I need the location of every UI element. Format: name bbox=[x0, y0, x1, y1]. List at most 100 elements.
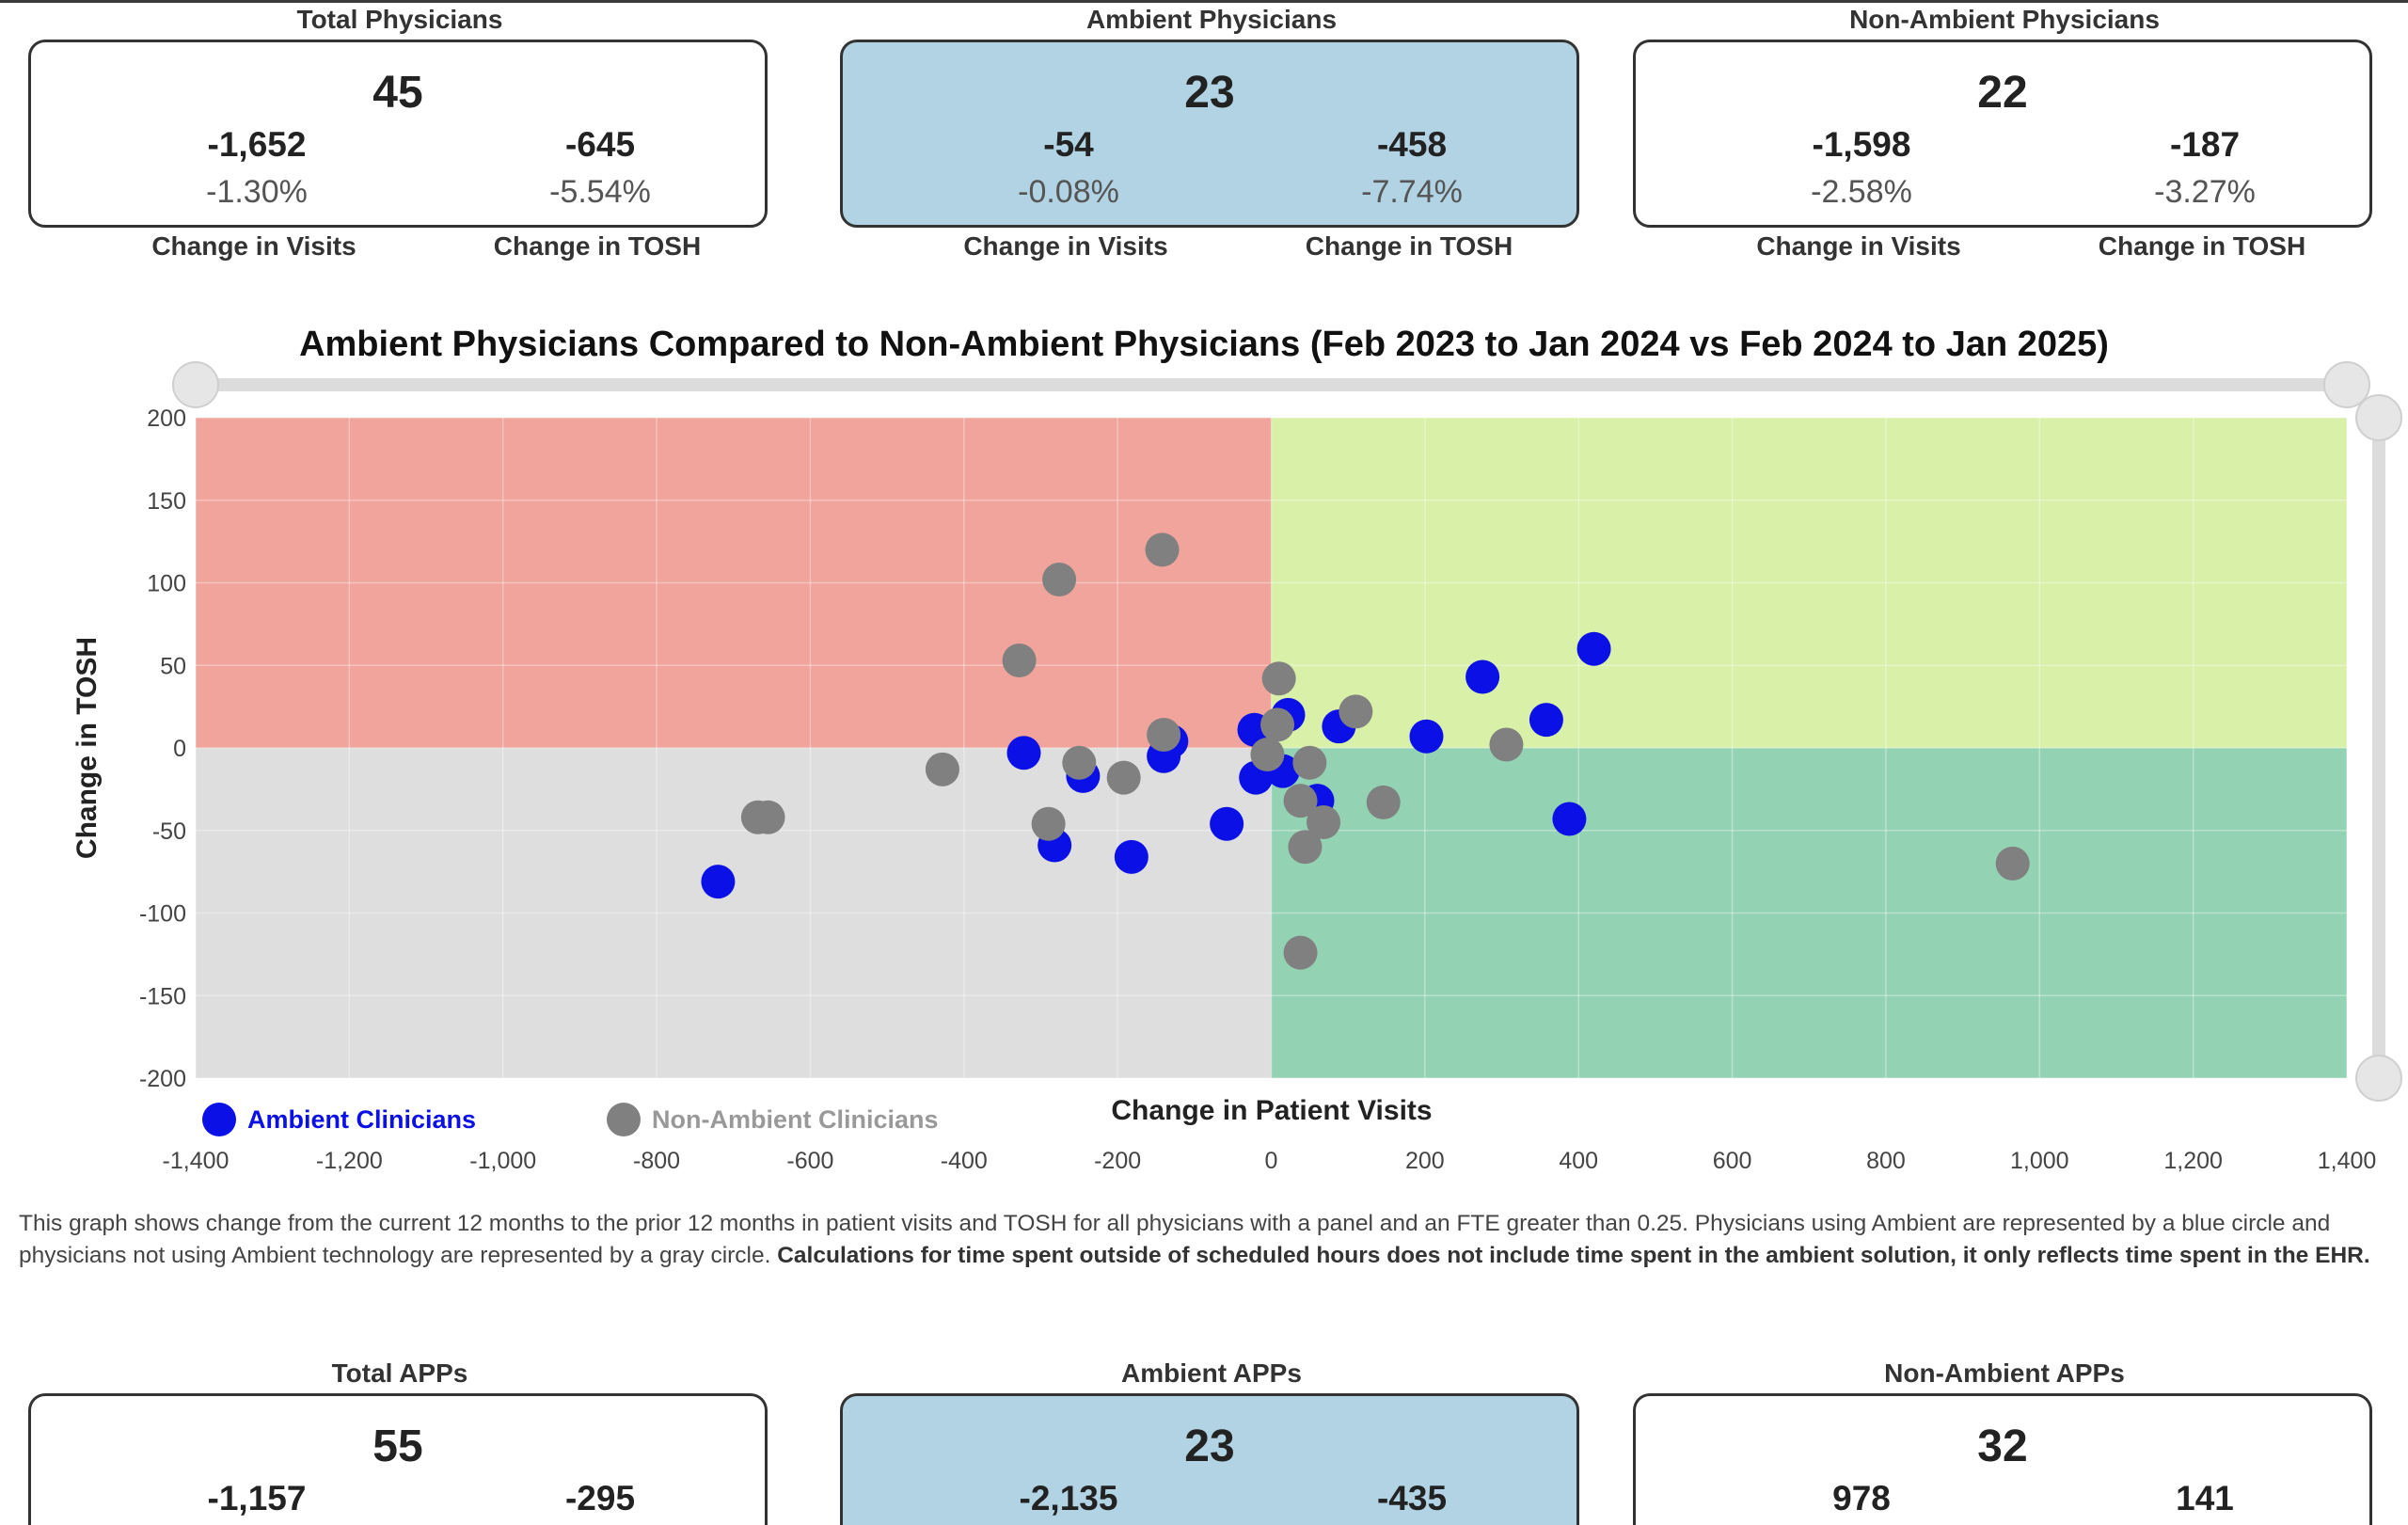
non-ambient-point[interactable] bbox=[1283, 935, 1318, 970]
card-title: Total APPs bbox=[331, 1358, 468, 1388]
card-title: Non-Ambient APPs bbox=[1884, 1358, 2125, 1388]
total-physicians-card: 45 -1,652 -645 -1.30% -5.54% bbox=[28, 40, 768, 228]
ambient-point[interactable] bbox=[1576, 631, 1611, 666]
zoom-handle-right[interactable] bbox=[2323, 361, 2370, 408]
tosh-pct: -7.74% bbox=[1361, 174, 1463, 210]
non-ambient-legend-dot bbox=[607, 1103, 641, 1136]
card-count: 32 bbox=[1977, 1422, 2028, 1471]
non-ambient-point[interactable] bbox=[1145, 532, 1180, 567]
visits-label: Change in Visits bbox=[151, 231, 356, 261]
non-ambient-point[interactable] bbox=[751, 800, 785, 834]
non-ambient-point[interactable] bbox=[1307, 804, 1341, 839]
non-ambient-point[interactable] bbox=[1002, 643, 1037, 677]
horizontal-zoom-track[interactable] bbox=[183, 378, 2356, 391]
ambient-apps-card: 23 -2,135 -435 bbox=[840, 1393, 1579, 1525]
y-tick-label: 100 bbox=[147, 571, 186, 597]
card-count: 55 bbox=[372, 1422, 423, 1471]
ambient-point[interactable] bbox=[1210, 806, 1244, 841]
non-ambient-point[interactable] bbox=[1062, 745, 1097, 780]
visits-pct: -0.08% bbox=[1018, 174, 1119, 210]
non-ambient-point[interactable] bbox=[1042, 562, 1077, 596]
tosh-change: -187 bbox=[2169, 125, 2241, 164]
y-tick-label: 200 bbox=[147, 405, 186, 432]
x-tick-label: 600 bbox=[1713, 1148, 1752, 1174]
y-tick-label: -200 bbox=[139, 1066, 186, 1092]
zoom-handle-bottom[interactable] bbox=[2355, 1055, 2402, 1102]
ambient-point[interactable] bbox=[1114, 839, 1149, 874]
vertical-zoom-track[interactable] bbox=[2372, 418, 2385, 1078]
non-ambient-point[interactable] bbox=[1147, 717, 1181, 752]
non-ambient-point[interactable] bbox=[1260, 707, 1295, 742]
tosh-label: Change in TOSH bbox=[1305, 231, 1513, 261]
chart-title: Ambient Physicians Compared to Non-Ambie… bbox=[299, 325, 2109, 364]
non-ambient-apps-card: 32 978 141 bbox=[1633, 1393, 2372, 1525]
x-tick-label: 1,000 bbox=[2010, 1148, 2069, 1174]
ambient-point[interactable] bbox=[1006, 736, 1041, 770]
tosh-change: -435 bbox=[1376, 1479, 1448, 1517]
x-tick-label: -1,200 bbox=[316, 1148, 383, 1174]
non-ambient-point[interactable] bbox=[1366, 785, 1401, 819]
quadrant-bottom-right bbox=[1271, 748, 2347, 1078]
legend-label-non-ambient: Non-Ambient Clinicians bbox=[652, 1104, 939, 1134]
ambient-point[interactable] bbox=[1409, 719, 1444, 754]
visits-change: -2,135 bbox=[1019, 1479, 1118, 1517]
y-axis-label: Change in TOSH bbox=[71, 637, 103, 859]
non-ambient-point[interactable] bbox=[1031, 806, 1066, 841]
non-ambient-physicians-group: Non-Ambient Physicians 22 -1,598 -187 -2… bbox=[1633, 4, 2376, 265]
x-tick-label: 0 bbox=[1265, 1148, 1278, 1174]
x-tick-label: -200 bbox=[1094, 1148, 1141, 1174]
x-tick-label: 1,400 bbox=[2318, 1148, 2377, 1174]
non-ambient-point[interactable] bbox=[1489, 727, 1524, 762]
ambient-point[interactable] bbox=[1465, 659, 1500, 694]
y-tick-label: 0 bbox=[173, 736, 186, 762]
card-count: 23 bbox=[1184, 68, 1235, 118]
legend-non-ambient[interactable]: Non-Ambient Clinicians bbox=[607, 1101, 939, 1138]
non-ambient-point[interactable] bbox=[925, 752, 959, 786]
non-ambient-point[interactable] bbox=[1292, 745, 1327, 780]
card-title: Ambient APPs bbox=[1121, 1358, 1302, 1388]
zoom-handle-top[interactable] bbox=[2355, 394, 2402, 441]
footnote-text: This graph shows change from the current… bbox=[19, 1211, 2331, 1268]
non-ambient-point[interactable] bbox=[1106, 760, 1141, 795]
non-ambient-point[interactable] bbox=[1250, 738, 1285, 772]
non-ambient-point[interactable] bbox=[1995, 846, 2030, 881]
ambient-point[interactable] bbox=[1552, 802, 1587, 836]
footnote-bold: Calculations for time spent outside of s… bbox=[777, 1243, 2370, 1268]
ambient-point[interactable] bbox=[701, 865, 736, 899]
visits-label: Change in Visits bbox=[963, 231, 1168, 261]
y-tick-label: 150 bbox=[147, 488, 186, 515]
non-ambient-physicians-card: 22 -1,598 -187 -2.58% -3.27% bbox=[1633, 40, 2372, 228]
ambient-point[interactable] bbox=[1529, 703, 1563, 738]
card-title: Ambient Physicians bbox=[1085, 5, 1338, 34]
tosh-pct: -3.27% bbox=[2154, 174, 2256, 210]
card-title: Non-Ambient Physicians bbox=[1849, 5, 2160, 34]
visits-change: -1,598 bbox=[1812, 125, 1911, 164]
card-count: 23 bbox=[1184, 1422, 1235, 1471]
y-tick-label: -50 bbox=[152, 818, 186, 845]
legend-label-ambient: Ambient Clinicians bbox=[247, 1104, 477, 1134]
quadrant-bottom-left bbox=[196, 748, 1272, 1078]
total-apps-card: 55 -1,157 -295 bbox=[28, 1393, 768, 1525]
tosh-label: Change in TOSH bbox=[493, 231, 702, 261]
x-tick-label: 800 bbox=[1866, 1148, 1906, 1174]
x-tick-label: -600 bbox=[786, 1148, 833, 1174]
non-ambient-point[interactable] bbox=[1288, 830, 1323, 865]
visits-label: Change in Visits bbox=[1756, 231, 1961, 261]
x-tick-label: -800 bbox=[633, 1148, 680, 1174]
legend-ambient[interactable]: Ambient Clinicians bbox=[202, 1101, 476, 1138]
x-tick-label: -400 bbox=[941, 1148, 988, 1174]
zoom-handle-left[interactable] bbox=[172, 361, 219, 408]
y-tick-label: -150 bbox=[139, 983, 186, 1009]
visits-change: -1,652 bbox=[207, 125, 307, 164]
quadrant-top-right bbox=[1271, 418, 2347, 748]
x-tick-label: -1,400 bbox=[163, 1148, 230, 1174]
non-ambient-point[interactable] bbox=[1339, 694, 1373, 729]
card-count: 45 bbox=[372, 68, 423, 118]
tosh-change: 141 bbox=[2176, 1479, 2234, 1517]
y-tick-label: -100 bbox=[139, 901, 186, 928]
x-tick-label: 400 bbox=[1559, 1148, 1598, 1174]
tosh-change: -645 bbox=[564, 125, 636, 164]
ambient-physicians-card: 23 -54 -458 -0.08% -7.74% bbox=[840, 40, 1579, 228]
non-ambient-point[interactable] bbox=[1283, 784, 1318, 818]
non-ambient-point[interactable] bbox=[1261, 661, 1296, 696]
